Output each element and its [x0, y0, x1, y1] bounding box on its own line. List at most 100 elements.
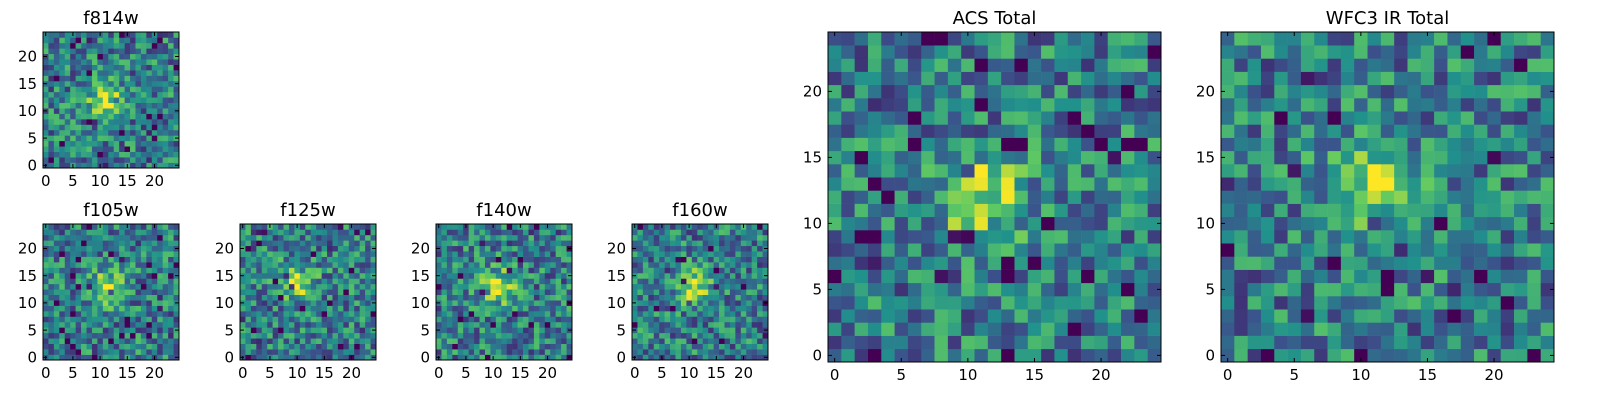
heatmap-cell: [828, 111, 842, 125]
heatmap-cell: [1147, 111, 1162, 125]
heatmap-cell: [1121, 124, 1135, 138]
heatmap-cell: [113, 321, 120, 328]
heatmap-cell: [102, 91, 109, 98]
heatmap-cell: [48, 267, 55, 274]
x-tick-label: 20: [145, 364, 164, 382]
heatmap-cell: [713, 234, 720, 241]
heatmap-cell: [250, 262, 257, 268]
heatmap-cell: [675, 354, 682, 361]
heatmap-cell: [555, 251, 562, 257]
heatmap-cell: [162, 80, 169, 87]
heatmap-cell: [130, 146, 136, 152]
heatmap-cell: [1514, 203, 1528, 218]
heatmap-cell: [512, 262, 518, 268]
heatmap-cell: [512, 338, 518, 344]
heatmap-cell: [457, 316, 464, 323]
heatmap-cell: [729, 343, 736, 350]
heatmap-cell: [102, 262, 109, 268]
heatmap-cell: [1527, 111, 1541, 125]
heatmap-cell: [528, 229, 535, 236]
heatmap-cell: [1420, 124, 1435, 138]
heatmap-cell: [713, 251, 720, 257]
heatmap-cell: [321, 256, 328, 263]
heatmap-cell: [1514, 335, 1528, 350]
heatmap-cell: [686, 327, 693, 334]
heatmap-cell: [135, 70, 142, 76]
heatmap-cell: [119, 157, 125, 163]
heatmap-cell: [506, 311, 513, 317]
heatmap-cell: [907, 230, 922, 244]
heatmap-cell: [680, 354, 687, 361]
heatmap-cell: [53, 332, 60, 339]
heatmap-cell: [452, 262, 459, 268]
heatmap-cell: [463, 256, 469, 263]
heatmap-cell: [86, 289, 93, 296]
heatmap-cell: [359, 240, 366, 247]
heatmap-cell: [501, 283, 508, 290]
heatmap-cell: [108, 32, 115, 38]
heatmap-cell: [867, 32, 882, 46]
heatmap-cell: [1134, 296, 1148, 310]
heatmap-cell: [1107, 282, 1122, 297]
heatmap-cell: [97, 97, 104, 104]
heatmap-cell: [987, 111, 1002, 125]
heatmap-cell: [463, 349, 469, 355]
heatmap-cell: [81, 240, 87, 247]
heatmap-cell: [365, 272, 371, 279]
heatmap-cell: [961, 243, 975, 257]
heatmap-cell: [102, 124, 109, 131]
heatmap-cell: [1274, 45, 1288, 59]
heatmap-cell: [75, 327, 82, 334]
heatmap-cell: [746, 354, 752, 361]
heatmap-cell: [1380, 203, 1395, 218]
heatmap-cell: [881, 137, 895, 152]
heatmap-cell: [1420, 32, 1435, 46]
heatmap-cell: [102, 332, 109, 339]
heatmap-cell: [1067, 309, 1082, 323]
heatmap-cell: [97, 48, 104, 55]
heatmap-cell: [1054, 348, 1069, 363]
heatmap-cell: [539, 262, 546, 268]
heatmap-cell: [267, 234, 273, 241]
heatmap-cell: [719, 283, 725, 290]
heatmap-cell: [157, 256, 163, 263]
heatmap-cell: [343, 245, 350, 252]
heatmap-cell: [283, 283, 290, 290]
heatmap-cell: [140, 119, 147, 125]
heatmap-cell: [506, 224, 513, 230]
heatmap-cell: [457, 224, 464, 230]
heatmap-cell: [294, 240, 301, 247]
heatmap-cell: [1287, 164, 1302, 178]
heatmap-cell: [1247, 98, 1262, 112]
heatmap-cell: [157, 305, 163, 312]
heatmap-cell: [250, 327, 257, 334]
heatmap-cell: [468, 267, 475, 274]
heatmap-cell: [719, 289, 725, 296]
heatmap-cell: [146, 80, 153, 87]
heatmap-cell: [828, 203, 842, 218]
heatmap-cell: [1380, 84, 1395, 99]
heatmap-cell: [708, 240, 714, 247]
x-tick-label: 10: [484, 364, 503, 382]
heatmap-cell: [642, 316, 649, 323]
heatmap-cell: [86, 157, 93, 163]
heatmap-cell: [1221, 71, 1235, 86]
heatmap-cell: [1487, 150, 1502, 165]
heatmap-cell: [348, 294, 355, 301]
heatmap-cell: [1121, 230, 1135, 244]
heatmap-cell: [1221, 84, 1235, 99]
heatmap-cell: [168, 267, 174, 274]
heatmap-cell: [533, 349, 540, 355]
heatmap-cell: [724, 327, 731, 334]
heatmap-cell: [907, 348, 922, 363]
heatmap-cell: [675, 234, 682, 241]
heatmap-cell: [1121, 256, 1135, 270]
heatmap-cell: [294, 316, 301, 323]
heatmap-cell: [316, 240, 322, 247]
heatmap-cell: [974, 164, 989, 178]
heatmap-cell: [854, 269, 869, 284]
heatmap-cell: [348, 316, 355, 323]
heatmap-cell: [474, 229, 480, 236]
heatmap-cell: [528, 245, 535, 252]
heatmap-cell: [1367, 124, 1382, 138]
